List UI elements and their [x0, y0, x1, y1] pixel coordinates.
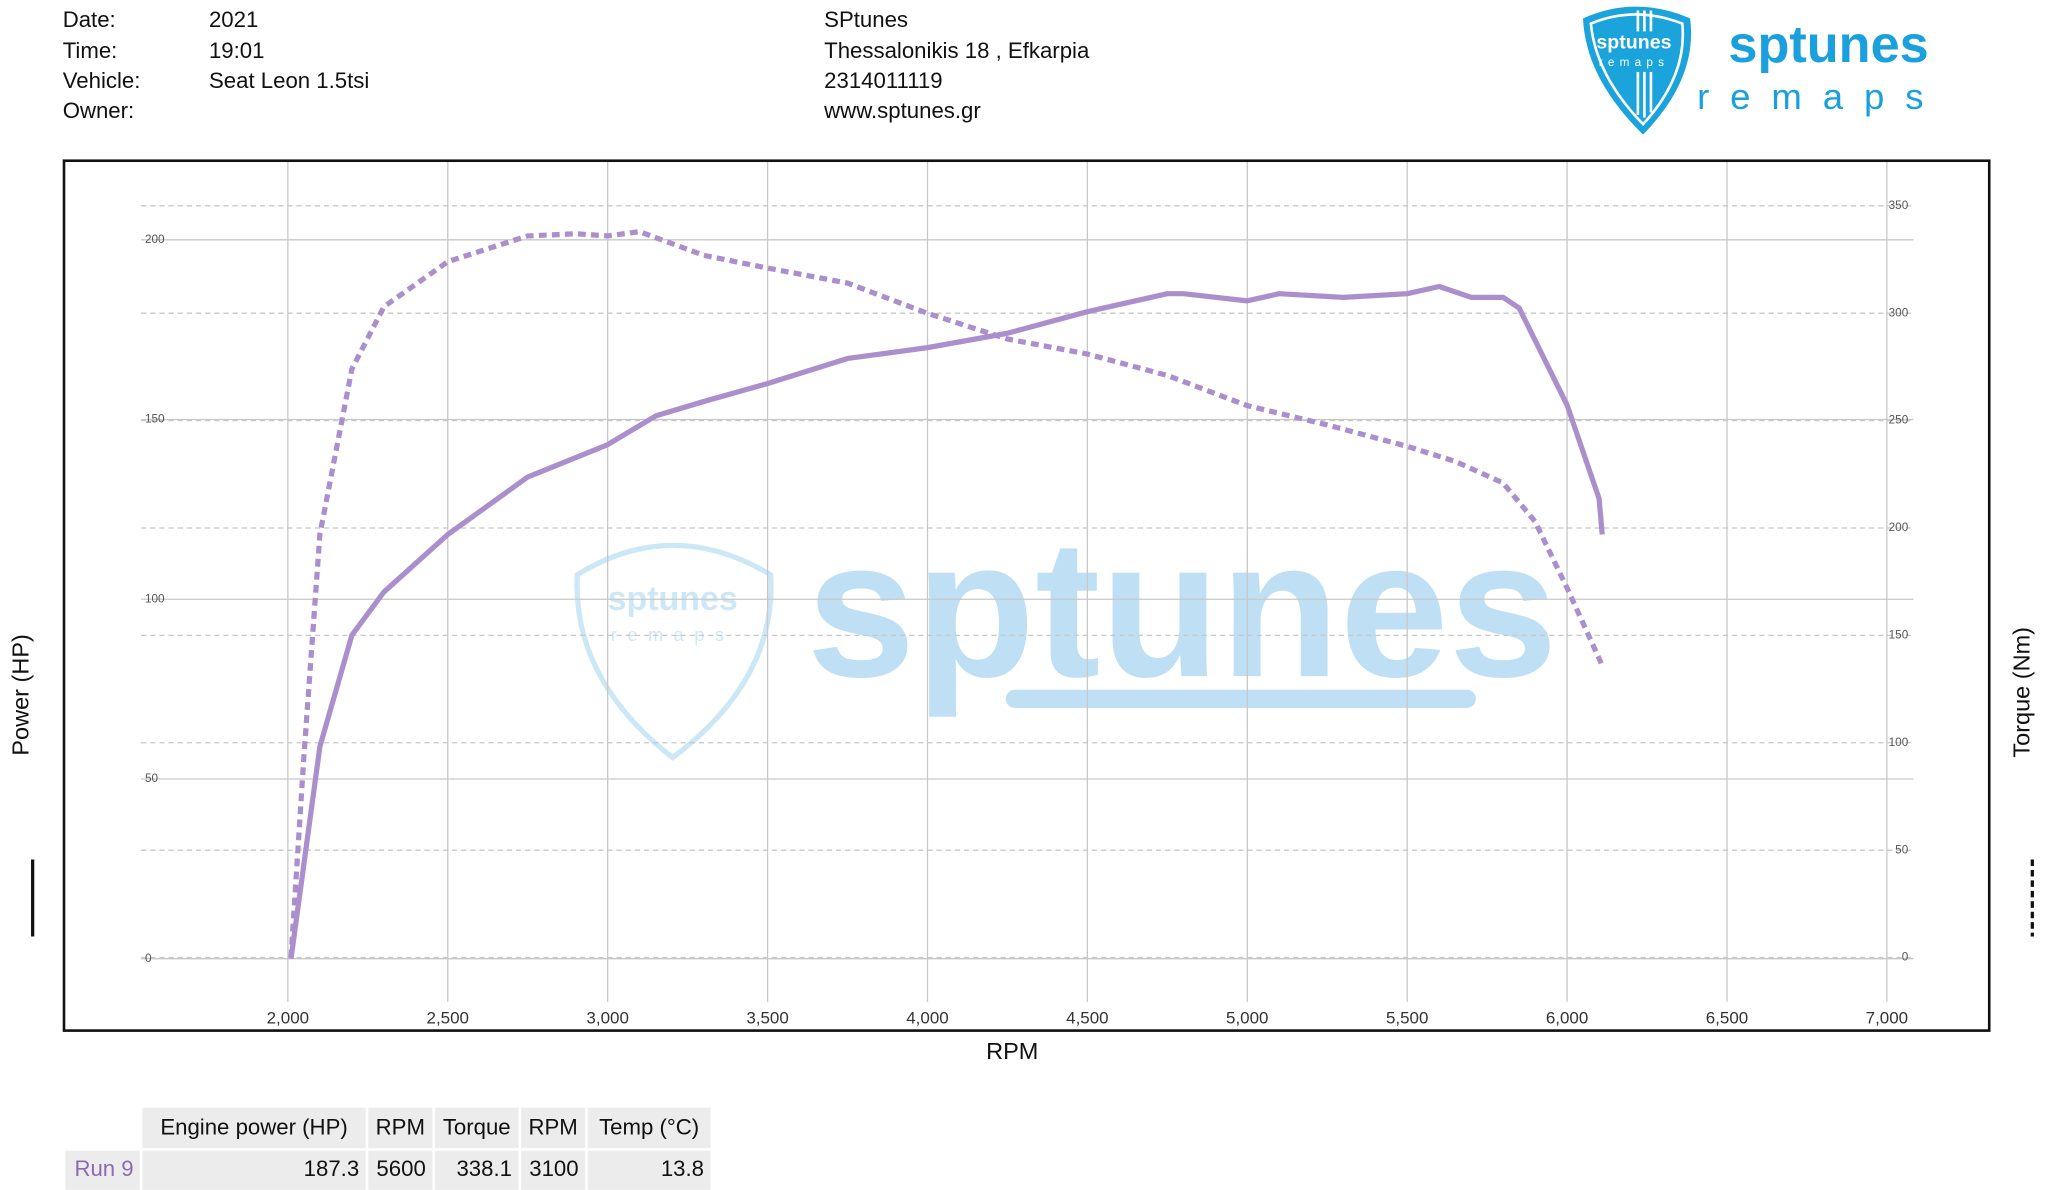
x-tick-label: 5,500	[1386, 1008, 1428, 1027]
company-line: SPtunes	[824, 7, 908, 32]
y-tick-label: 50	[145, 772, 159, 785]
company-line: www.sptunes.gr	[823, 98, 981, 123]
x-tick-label: 7,000	[1866, 1008, 1908, 1027]
header-cell	[521, 1107, 586, 1149]
x-axis-label: RPM	[986, 1038, 1038, 1064]
y-tick-label: 150	[145, 413, 165, 426]
field-value: 2021	[209, 7, 258, 32]
y2-tick-label: 100	[1889, 736, 1909, 749]
column-header: RPM	[376, 1114, 425, 1139]
header-cell	[587, 1107, 711, 1149]
cell-value: 3100	[529, 1156, 578, 1181]
x-tick-label: 4,500	[1066, 1008, 1108, 1027]
header-cell	[368, 1107, 433, 1149]
y-tick-label: 100	[145, 592, 165, 605]
cell-value: 5600	[376, 1156, 425, 1181]
y2-tick-label: 150	[1889, 628, 1909, 641]
logo-name: sptunes	[1728, 16, 1928, 74]
cell	[434, 1150, 519, 1190]
column-header: RPM	[528, 1114, 577, 1139]
x-tick-label: 2,500	[427, 1008, 469, 1027]
header-cell	[142, 1107, 366, 1149]
cell	[521, 1150, 586, 1190]
cell	[142, 1150, 366, 1190]
x-tick-label: 5,000	[1226, 1008, 1268, 1027]
watermark-small-tagline: remaps	[611, 624, 735, 645]
field-label: Date:	[63, 7, 116, 32]
y-tick-label: 200	[145, 233, 165, 246]
header-cell	[434, 1107, 519, 1149]
plot-frame	[62, 159, 1991, 1032]
watermark-text: sptunes	[806, 499, 1557, 718]
logo-tagline: remaps	[1697, 76, 1944, 117]
y2-tick-label: 50	[1895, 843, 1909, 856]
cell-value: 13.8	[661, 1156, 704, 1181]
x-tick-label: 6,500	[1706, 1008, 1748, 1027]
data-line	[288, 283, 1605, 960]
watermark: sptunes remaps sptunes	[574, 499, 1558, 761]
x-tick-label: 3,500	[746, 1008, 788, 1027]
logo: sptunes remaps sptunes remaps	[1583, 6, 1944, 135]
y2-tick-label: 350	[1889, 199, 1909, 212]
field-label: Owner:	[63, 98, 135, 123]
y2-tick-label: 300	[1889, 306, 1909, 319]
y-tick-label: 0	[145, 952, 152, 965]
y-axis-label: Power (HP)	[7, 634, 33, 755]
logo-small-tagline: remaps	[1599, 56, 1670, 69]
row-label-cell	[65, 1150, 140, 1190]
x-tick-label: 2,000	[267, 1008, 309, 1027]
cell	[587, 1150, 711, 1190]
company-line: Thessalonikis 18 , Efkarpia	[824, 38, 1090, 63]
y2-axis-label: Torque (Nm)	[2008, 627, 2034, 758]
cell	[368, 1150, 433, 1190]
column-header: Torque	[443, 1114, 511, 1139]
y2-tick-label: 250	[1889, 414, 1909, 427]
company-line: 2314011119	[824, 68, 942, 93]
logo-small-name: sptunes	[1596, 31, 1671, 53]
row-label: Run 9	[74, 1156, 133, 1181]
x-tick-label: 3,000	[586, 1008, 628, 1027]
cell-value: 338.1	[456, 1156, 512, 1181]
field-label: Vehicle:	[63, 68, 141, 93]
field-value: 19:01	[209, 38, 265, 63]
y2-tick-label: 200	[1889, 521, 1909, 534]
data-line	[288, 229, 1605, 958]
cell-value: 187.3	[304, 1156, 360, 1181]
grid	[141, 160, 1914, 1002]
field-value: Seat Leon 1.5tsi	[209, 68, 369, 93]
x-tick-label: 6,000	[1546, 1008, 1588, 1027]
y2-tick-label: 0	[1902, 951, 1909, 964]
x-tick-label: 4,000	[906, 1008, 948, 1027]
column-header: Engine power (HP)	[160, 1114, 347, 1139]
column-header: Temp (°C)	[599, 1114, 699, 1139]
field-label: Time:	[63, 38, 118, 63]
